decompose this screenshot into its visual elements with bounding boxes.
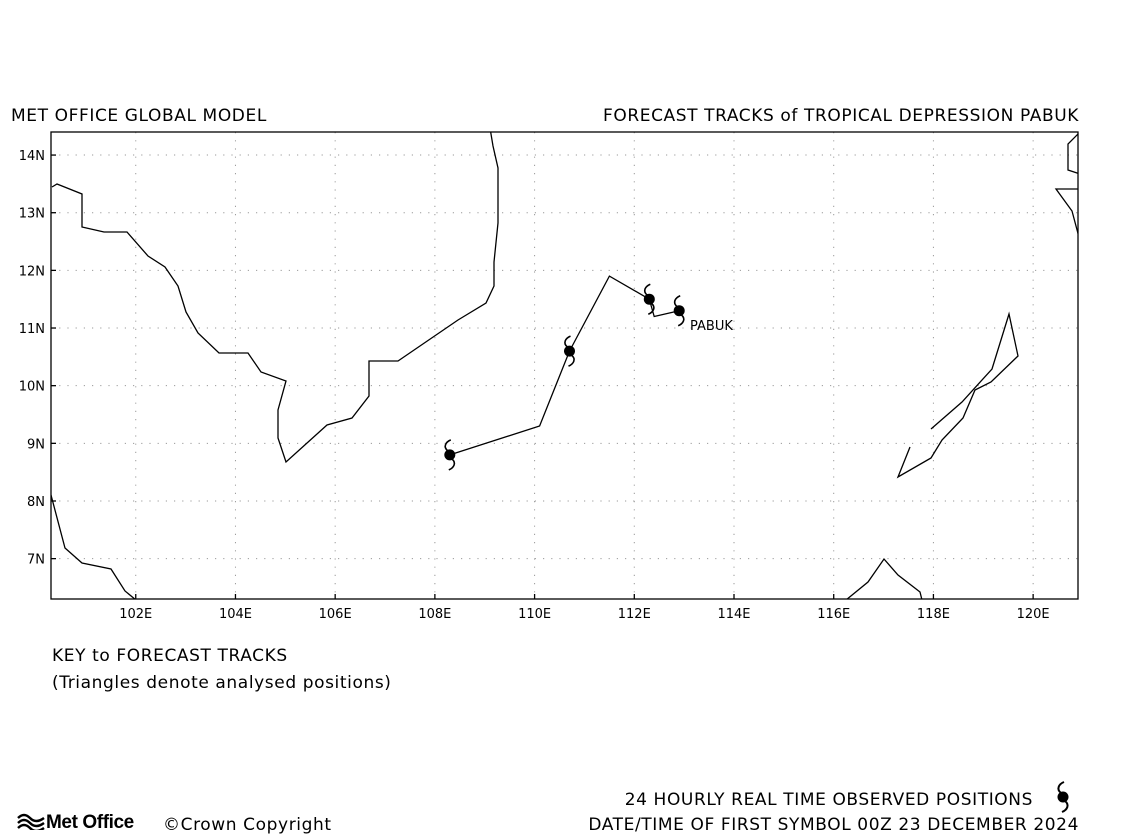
lat-label: 9N [27,437,45,452]
logo-text: Met Office [46,812,134,833]
met-office-logo-icon [17,813,45,833]
first-symbol-date: DATE/TIME OF FIRST SYMBOL 00Z 23 DECEMBE… [588,815,1079,835]
lon-label: 102E [119,607,152,622]
longitude-labels: 102E 104E 106E 108E 110E 112E 114E 116E 118E 120E [119,594,1050,622]
lon-label: 106E [319,607,352,622]
cyclone-symbol-icon [643,283,655,315]
coastline-palawan [896,311,1019,479]
lon-label: 120E [1017,607,1050,622]
observed-positions-label: 24 HOURLY REAL TIME OBSERVED POSITIONS [624,790,1033,810]
lon-label: 112E [618,607,651,622]
track-line [449,275,680,456]
storm-label: PABUK [690,319,733,334]
lon-label: 114E [717,607,750,622]
lat-label: 14N [19,149,45,164]
lon-label: 116E [817,607,850,622]
lon-label: 118E [917,607,950,622]
cyclone-symbol-icon [444,439,456,471]
key-title: KEY to FORECAST TRACKS [52,646,288,666]
lat-label: 7N [27,553,45,568]
forecast-track [444,275,685,471]
latitude-labels: 14N 13N 12N 11N 10N 9N 8N 7N [19,149,56,568]
coastline-indochina [51,132,499,464]
chart-title: FORECAST TRACKS of TROPICAL DEPRESSION P… [602,106,1079,126]
copyright-text: ©Crown Copyright [163,815,332,835]
lon-label: 110E [518,607,551,622]
coastlines [51,132,1078,599]
lat-label: 10N [19,380,45,395]
key-subtitle: (Triangles denote analysed positions) [52,673,392,693]
cyclone-symbol-icon [564,335,575,367]
key-symbol-icon [1057,781,1069,813]
coastline-luzon [1067,133,1078,175]
lon-label: 104E [219,607,252,622]
coastline-malay-peninsula [51,494,136,599]
lat-label: 13N [19,207,45,222]
lon-label: 108E [418,607,451,622]
met-office-logo: Met Office [16,812,134,834]
lat-label: 12N [19,264,45,279]
lat-label: 11N [19,322,45,337]
coastline-borneo [846,557,923,599]
coastline-mindoro [1054,188,1078,237]
cyclone-symbol-icon [673,294,685,327]
map-frame [50,131,1079,600]
lat-label: 8N [27,495,45,510]
model-title: MET OFFICE GLOBAL MODEL [11,106,267,126]
grid-lines [51,132,1078,599]
